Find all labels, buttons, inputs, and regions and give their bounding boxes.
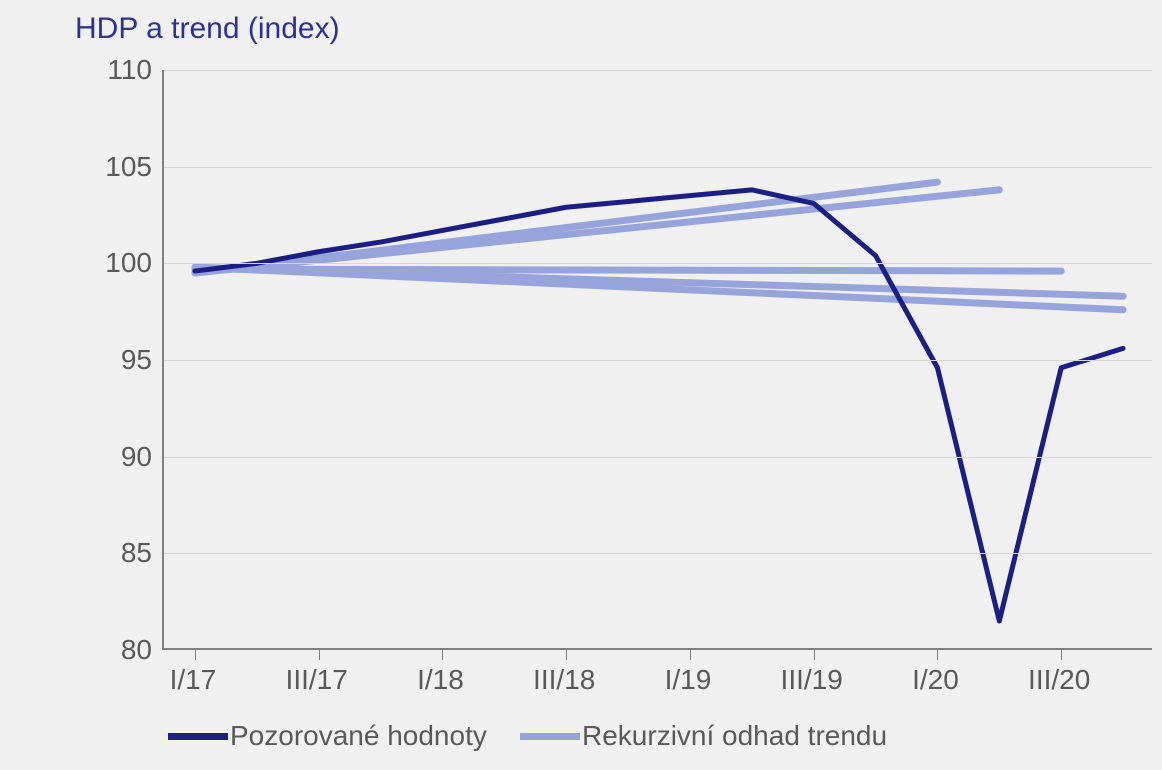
- y-tick-label: 110: [72, 54, 152, 86]
- gridline: [164, 457, 1152, 458]
- x-tick-mark: [319, 650, 320, 660]
- gridline: [164, 360, 1152, 361]
- x-tick-mark: [690, 650, 691, 660]
- gridline: [164, 167, 1152, 168]
- gridline: [164, 553, 1152, 554]
- y-tick-label: 95: [72, 344, 152, 376]
- x-tick-mark: [195, 650, 196, 660]
- x-tick-label: III/19: [781, 664, 843, 696]
- legend-label-trend: Rekurzivní odhad trendu: [582, 720, 887, 752]
- x-tick-label: I/17: [170, 664, 217, 696]
- x-tick-mark: [566, 650, 567, 660]
- x-tick-mark: [1061, 650, 1062, 660]
- x-tick-label: I/18: [417, 664, 464, 696]
- legend-label-observed: Pozorované hodnoty: [230, 720, 487, 752]
- legend-swatch-trend: [520, 733, 580, 740]
- x-tick-mark: [937, 650, 938, 660]
- x-tick-label: I/19: [665, 664, 712, 696]
- y-tick-label: 105: [72, 151, 152, 183]
- legend-item-observed: Pozorované hodnoty: [168, 720, 487, 752]
- x-tick-label: I/20: [912, 664, 959, 696]
- x-tick-label: III/17: [286, 664, 348, 696]
- y-tick-label: 90: [72, 441, 152, 473]
- x-tick-mark: [442, 650, 443, 660]
- plot-area: [162, 70, 1152, 650]
- legend-swatch-observed: [168, 733, 228, 740]
- gdp-trend-chart: HDP a trend (index) Pozorované hodnoty R…: [0, 0, 1162, 770]
- chart-title: HDP a trend (index): [75, 12, 340, 46]
- gridline: [164, 263, 1152, 264]
- gridline: [164, 70, 1152, 71]
- y-tick-label: 100: [72, 247, 152, 279]
- x-tick-label: III/18: [533, 664, 595, 696]
- y-tick-label: 80: [72, 634, 152, 666]
- legend-item-trend: Rekurzivní odhad trendu: [520, 720, 887, 752]
- x-tick-mark: [814, 650, 815, 660]
- x-tick-label: III/20: [1028, 664, 1090, 696]
- y-tick-label: 85: [72, 537, 152, 569]
